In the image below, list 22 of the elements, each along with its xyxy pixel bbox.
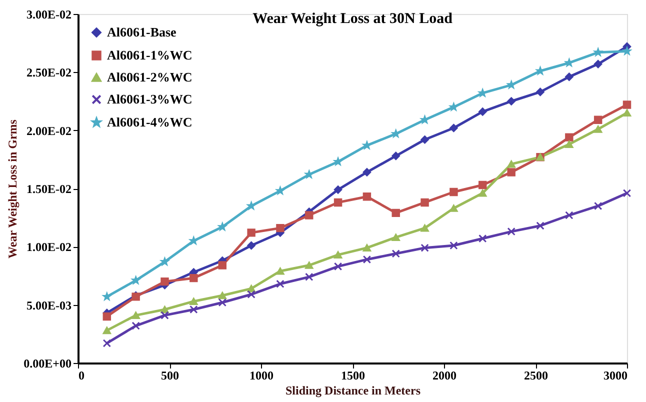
x-tick-label: 1000 [250, 368, 274, 382]
y-tick-label: 2.50E-02 [26, 66, 72, 80]
y-axis-title: Wear Weight Loss in Grms [6, 119, 20, 258]
legend-label: Al6061-2%WC [107, 70, 192, 84]
x-tick-label: 500 [161, 368, 179, 382]
legend-label: Al6061-1%WC [107, 48, 192, 62]
legend-label: Al6061-3%WC [107, 92, 192, 106]
y-tick-label: 0.00E+00 [24, 356, 72, 370]
y-tick-label: 1.00E-02 [26, 240, 72, 254]
y-tick-label: 1.50E-02 [26, 182, 72, 196]
legend-label: Al6061-Base [107, 24, 177, 40]
chart-title: Wear Weight Loss at 30N Load [252, 11, 454, 27]
x-tick-label: 1500 [341, 368, 365, 382]
y-tick-label: 3.00E-02 [26, 8, 72, 22]
x-tick-label: 2000 [432, 368, 456, 382]
x-tick-label: 0 [78, 368, 84, 382]
x-axis-title: Sliding Distance in Meters [286, 384, 421, 398]
x-tick-label: 3000 [604, 368, 628, 382]
y-tick-label: 2.00E-02 [26, 124, 72, 138]
y-tick-label: 5.00E-03 [26, 298, 72, 312]
x-tick-label: 2500 [524, 368, 548, 382]
legend-label: Al6061-4%WC [107, 114, 192, 130]
